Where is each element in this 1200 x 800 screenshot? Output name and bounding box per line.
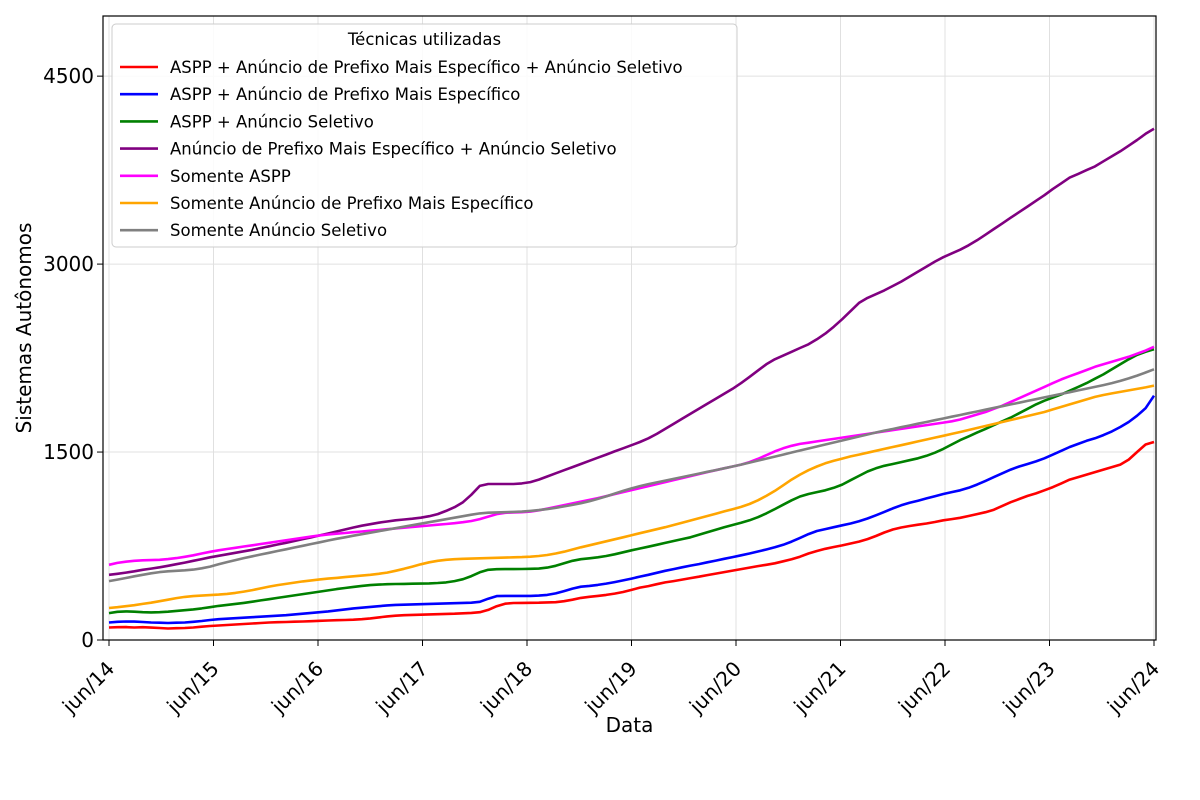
legend-entry-3: ASPP + Anúncio Seletivo bbox=[170, 112, 374, 131]
legend-title: Técnicas utilizadas bbox=[347, 30, 501, 49]
x-tick-label: jun/14 bbox=[57, 656, 119, 718]
x-tick-label: jun/24 bbox=[1102, 656, 1164, 718]
series-line-5 bbox=[108, 345, 1155, 567]
y-tick-label: 1500 bbox=[43, 440, 94, 464]
y-axis-label: Sistemas Autônomos bbox=[12, 223, 36, 434]
series-line-6 bbox=[108, 384, 1155, 610]
x-tick-label: jun/20 bbox=[684, 656, 746, 718]
y-tick-label: 4500 bbox=[43, 64, 94, 88]
series-line-7 bbox=[108, 368, 1155, 583]
x-tick-label: jun/15 bbox=[161, 656, 223, 718]
legend-box bbox=[111, 23, 738, 248]
legend-entry-4: Anúncio de Prefixo Mais Específico + Anú… bbox=[170, 140, 617, 159]
x-tick-label: jun/22 bbox=[893, 656, 955, 718]
x-tick-label: jun/19 bbox=[579, 656, 641, 718]
series-line-3 bbox=[108, 348, 1155, 615]
series-line-2 bbox=[108, 394, 1156, 625]
y-tick-label: 3000 bbox=[43, 252, 94, 276]
x-tick-label: jun/18 bbox=[475, 656, 537, 718]
legend-entry-7: Somente Anúncio Seletivo bbox=[170, 221, 387, 240]
x-axis-label: Data bbox=[606, 713, 654, 737]
x-tick-label: jun/17 bbox=[370, 656, 432, 718]
series-line-4 bbox=[108, 127, 1155, 577]
x-tick-label: jun/23 bbox=[997, 656, 1059, 718]
legend-entry-1: ASPP + Anúncio de Prefixo Mais Específic… bbox=[170, 58, 683, 77]
plot-frame bbox=[102, 15, 1157, 641]
legend-entry-5: Somente ASPP bbox=[170, 167, 291, 186]
series-line-1 bbox=[108, 440, 1155, 630]
legend-entry-6: Somente Anúncio de Prefixo Mais Específi… bbox=[170, 194, 534, 213]
series-lines bbox=[108, 127, 1156, 630]
legend-entry-2: ASPP + Anúncio de Prefixo Mais Específic… bbox=[170, 85, 520, 104]
y-tick-label: 0 bbox=[81, 628, 94, 652]
x-tick-label: jun/21 bbox=[788, 656, 850, 718]
legend: Técnicas utilizadas ASPP + Anúncio de Pr… bbox=[111, 23, 738, 248]
x-tick-label: jun/16 bbox=[266, 656, 328, 718]
